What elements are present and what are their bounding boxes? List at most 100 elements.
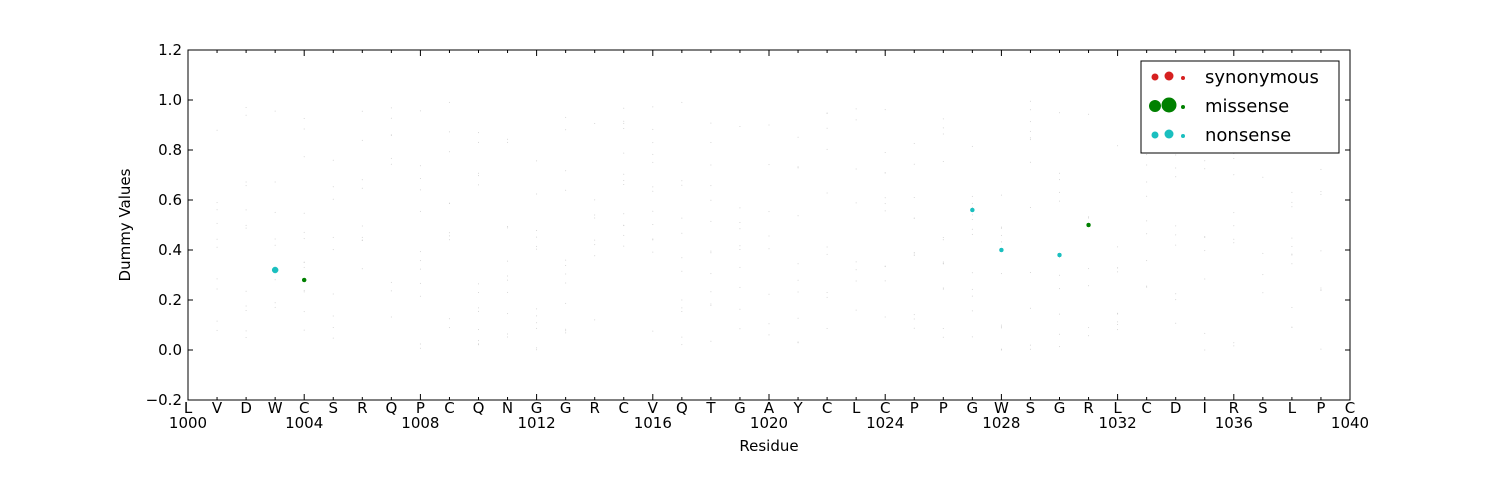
background-dot	[303, 156, 305, 158]
background-dot	[913, 318, 915, 320]
background-dot	[303, 212, 305, 214]
background-dot	[1117, 329, 1119, 331]
background-dot	[652, 239, 654, 241]
background-dot	[942, 118, 944, 120]
legend-marker	[1181, 105, 1185, 109]
y-tick-label: 0.8	[158, 141, 182, 159]
background-dot	[565, 330, 567, 332]
residue-label: Q	[676, 399, 688, 417]
y-tick-label: 1.0	[158, 91, 182, 109]
legend-marker	[1164, 71, 1174, 81]
residue-label: C	[822, 399, 832, 417]
background-dot	[855, 280, 857, 282]
background-dot	[1117, 313, 1119, 315]
legend-marker	[1151, 73, 1159, 81]
background-dot	[971, 145, 973, 147]
background-dot	[739, 286, 741, 288]
background-dot	[1175, 322, 1177, 324]
background-dot	[826, 113, 828, 115]
nonsense-point	[999, 247, 1004, 253]
background-dot	[681, 257, 683, 259]
background-dot	[1000, 194, 1002, 196]
background-dot	[623, 213, 625, 215]
residue-label: P	[416, 399, 425, 417]
background-dot	[216, 278, 218, 280]
background-dot	[274, 302, 276, 304]
background-dot	[419, 110, 421, 112]
background-dot	[1146, 286, 1148, 288]
background-dot	[274, 110, 276, 112]
residue-label: S	[1258, 399, 1268, 417]
background-dot	[652, 238, 654, 240]
background-dot	[710, 164, 712, 166]
background-dot	[448, 151, 450, 153]
background-dot	[594, 217, 596, 219]
background-dot	[739, 207, 741, 209]
background-dot	[971, 288, 973, 290]
background-dot	[507, 227, 509, 229]
residue-label: G	[734, 399, 746, 417]
background-dot	[536, 315, 538, 317]
background-dot	[1204, 349, 1206, 351]
background-dot	[1059, 179, 1060, 181]
background-dot	[536, 236, 538, 238]
background-dot	[507, 141, 509, 143]
residue-label: P	[1316, 399, 1325, 417]
background-dot	[1059, 172, 1060, 174]
background-dot	[971, 195, 973, 197]
background-dot	[797, 342, 799, 344]
background-dot	[1146, 195, 1148, 197]
background-dot	[652, 153, 654, 155]
residue-label: W	[268, 399, 283, 417]
background-dot	[303, 238, 305, 240]
legend: synonymous missense nonsense	[1140, 60, 1340, 154]
residue-label: Q	[385, 399, 397, 417]
background-dot	[797, 215, 799, 217]
background-dot	[565, 265, 567, 267]
residue-label: G	[967, 399, 979, 417]
residue-label: T	[705, 399, 716, 417]
background-dot	[565, 189, 567, 191]
background-dot	[710, 199, 712, 201]
residue-label: N	[502, 399, 513, 417]
background-dot	[942, 287, 944, 289]
residue-label: D	[1170, 399, 1182, 417]
background-dot	[884, 203, 886, 205]
background-dot	[361, 239, 363, 241]
background-dot	[942, 133, 944, 135]
background-dot	[623, 245, 625, 247]
background-dot	[1146, 285, 1148, 287]
background-dot	[478, 310, 479, 312]
background-dot	[448, 202, 450, 204]
background-dot	[1320, 191, 1322, 193]
background-dot	[652, 142, 654, 144]
background-dot	[1088, 285, 1090, 287]
background-dot	[1320, 348, 1322, 350]
x-tick-label: 1028	[982, 414, 1020, 432]
background-dot	[274, 306, 276, 308]
nonsense-point	[1057, 252, 1062, 258]
background-dot	[1320, 289, 1322, 291]
nonsense-point	[271, 266, 279, 274]
background-dot	[797, 167, 799, 169]
residue-label: P	[939, 399, 948, 417]
background-dot	[681, 336, 683, 338]
background-dot	[565, 259, 567, 261]
background-dot	[884, 197, 886, 199]
background-dot	[913, 142, 915, 144]
background-dot	[913, 314, 915, 316]
background-dot	[1291, 306, 1293, 308]
x-tick-label: 1024	[866, 414, 904, 432]
background-dot	[448, 101, 450, 103]
residue-label: G	[531, 399, 543, 417]
background-dot	[565, 302, 567, 304]
background-dot	[623, 173, 625, 175]
background-dot	[448, 232, 450, 234]
background-dot	[652, 190, 654, 192]
background-dot	[419, 165, 421, 167]
background-dot	[478, 307, 479, 309]
background-dot	[1146, 220, 1148, 222]
background-dot	[245, 209, 247, 211]
residue-label: I	[1203, 399, 1207, 417]
